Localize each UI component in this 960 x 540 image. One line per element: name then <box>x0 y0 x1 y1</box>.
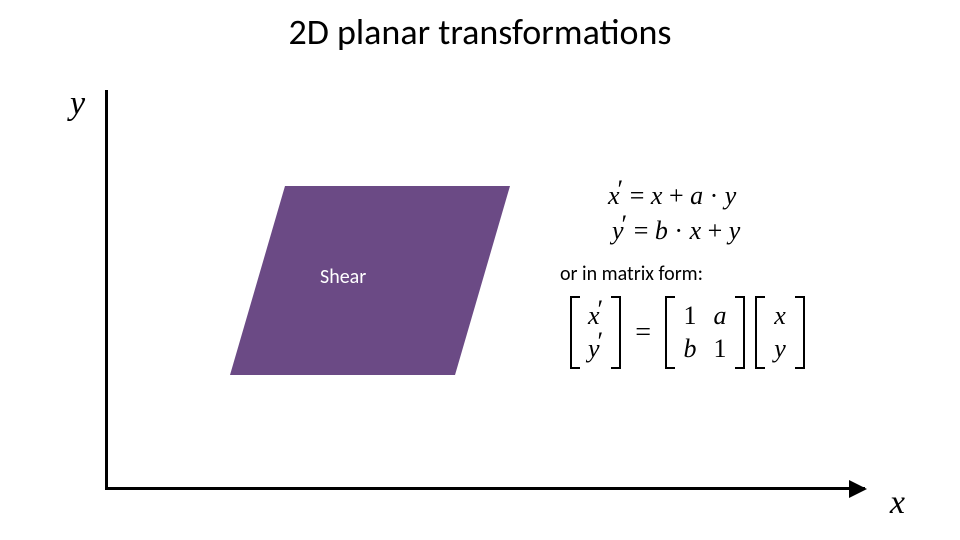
equation-x-prime: x′ = x + a · y <box>608 178 740 213</box>
output-vector: x′ y′ <box>570 296 621 369</box>
matrix-equation: x′ y′ = 1a b1 x y <box>570 296 805 369</box>
shear-matrix: 1a b1 <box>665 296 745 369</box>
input-vector: x y <box>755 296 805 369</box>
y-axis-line <box>105 90 108 490</box>
x-axis-label: x <box>890 484 905 522</box>
shear-label: Shear <box>320 265 366 289</box>
x-axis-line <box>105 487 865 490</box>
shear-equations: x′ = x + a · y y′ = b · x + y <box>608 178 740 248</box>
equation-y-prime: y′ = b · x + y <box>612 213 740 248</box>
slide-title: 2D planar transformations <box>0 10 960 54</box>
equals-sign: = <box>631 317 655 349</box>
matrix-form-note: or in matrix form: <box>560 262 703 286</box>
y-axis-label: y <box>70 85 85 123</box>
axes <box>105 90 865 490</box>
x-axis-arrow <box>849 480 867 498</box>
